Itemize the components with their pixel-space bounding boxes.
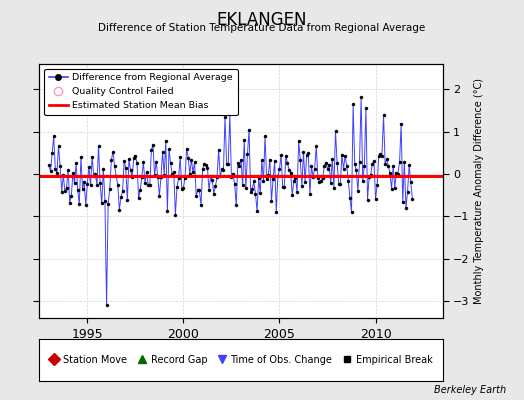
Text: EKLANGEN: EKLANGEN: [217, 11, 307, 29]
Text: Difference of Station Temperature Data from Regional Average: Difference of Station Temperature Data f…: [99, 23, 425, 33]
Y-axis label: Monthly Temperature Anomaly Difference (°C): Monthly Temperature Anomaly Difference (…: [474, 78, 484, 304]
Legend: Difference from Regional Average, Quality Control Failed, Estimated Station Mean: Difference from Regional Average, Qualit…: [44, 69, 238, 115]
Legend: Station Move, Record Gap, Time of Obs. Change, Empirical Break: Station Move, Record Gap, Time of Obs. C…: [46, 351, 436, 369]
Text: Berkeley Earth: Berkeley Earth: [433, 385, 506, 395]
